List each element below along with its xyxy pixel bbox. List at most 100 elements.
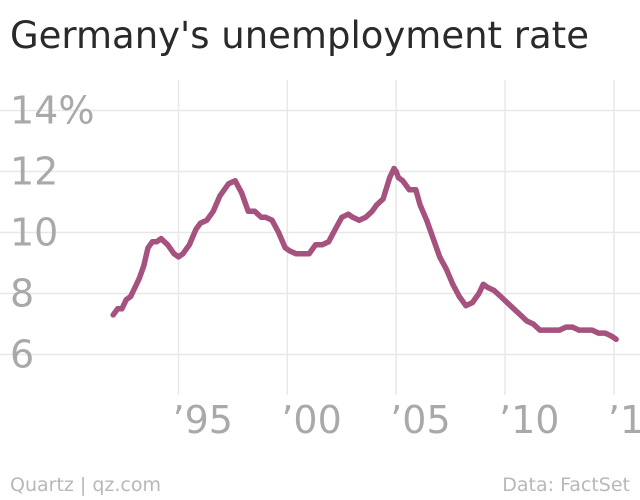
data-point (550, 327, 556, 333)
x-tick-label: ’10 (499, 398, 559, 442)
data-point (165, 242, 171, 248)
data-point (443, 266, 449, 272)
data-point (450, 281, 456, 287)
data-point (154, 239, 160, 245)
data-point (417, 202, 423, 208)
data-point (128, 293, 134, 300)
source-text: Data: FactSet (502, 474, 630, 496)
data-point (276, 229, 282, 236)
data-point (511, 306, 517, 312)
data-point (119, 306, 125, 312)
data-point (245, 208, 251, 214)
data-point (596, 330, 602, 336)
data-point (485, 284, 491, 290)
data-point (232, 178, 238, 184)
data-point (406, 187, 412, 193)
data-point (498, 293, 504, 300)
data-point (387, 175, 393, 181)
data-point (589, 327, 595, 333)
credit-text: Quartz | qz.com (10, 474, 162, 496)
data-point (197, 220, 203, 226)
data-point (180, 251, 186, 257)
data-point (286, 248, 293, 254)
data-point (326, 239, 332, 245)
data-point (556, 327, 563, 333)
y-tick-label: 8 (10, 272, 34, 316)
data-point (374, 202, 380, 208)
data-point (517, 312, 523, 318)
data-point (171, 251, 177, 257)
x-tick-label: ’15 (608, 398, 640, 442)
data-point (110, 312, 116, 318)
data-point (350, 214, 356, 220)
data-point (463, 303, 469, 309)
x-axis-tick-labels: ’95 ’00 ’05 ’10 ’15 (173, 398, 640, 442)
data-point (563, 324, 569, 330)
series-layer (110, 165, 619, 343)
data-point (123, 297, 129, 303)
data-point (300, 251, 306, 257)
data-point (282, 245, 288, 251)
data-point (141, 263, 147, 269)
x-tick-label: ’00 (281, 398, 341, 442)
data-point (395, 175, 401, 181)
data-point (576, 327, 582, 333)
data-point (524, 318, 530, 324)
data-point (530, 321, 536, 327)
y-tick-label: 10 (10, 211, 58, 255)
data-point (263, 214, 269, 220)
data-point (613, 336, 619, 342)
data-point (210, 208, 216, 214)
x-tick-label: ’05 (390, 398, 450, 442)
data-point (583, 327, 589, 333)
data-point (239, 190, 245, 196)
data-point (149, 239, 155, 245)
data-point (369, 208, 375, 214)
data-point (437, 254, 443, 260)
data-point (193, 226, 199, 232)
data-point (175, 254, 182, 260)
grid-lines (0, 80, 640, 395)
data-point (332, 226, 338, 232)
data-point (469, 300, 475, 306)
y-axis-tick-labels: 6 8 10 12 14% (10, 89, 94, 377)
chart-title: Germany's unemployment rate (10, 14, 589, 57)
data-point (345, 211, 351, 217)
data-point (204, 217, 210, 223)
y-tick-label: 12 (10, 150, 58, 194)
data-point (306, 251, 312, 257)
data-point (313, 242, 319, 248)
y-tick-label: 6 (10, 333, 34, 377)
data-point (424, 217, 430, 223)
data-point (363, 214, 369, 220)
x-tick-label: ’95 (173, 398, 233, 442)
data-point (491, 287, 497, 294)
data-point (221, 187, 227, 193)
data-point (319, 242, 325, 248)
data-point (217, 193, 223, 199)
data-point (339, 214, 345, 220)
data-point (158, 236, 164, 242)
data-point (476, 290, 482, 297)
data-point (186, 242, 192, 248)
data-point (537, 327, 543, 333)
data-point (393, 168, 399, 175)
data-point (602, 330, 608, 336)
data-point (456, 293, 462, 300)
data-point (115, 306, 121, 312)
data-point (269, 217, 275, 223)
data-point (136, 275, 142, 281)
data-point (480, 281, 486, 287)
data-point (132, 284, 138, 290)
data-point (504, 300, 510, 306)
data-point (430, 236, 436, 242)
data-point (380, 196, 386, 202)
data-point (293, 251, 299, 257)
data-point (145, 245, 151, 251)
series-line-unemployment (110, 165, 619, 343)
data-point (413, 187, 419, 193)
data-point (252, 208, 258, 214)
data-point (609, 333, 615, 339)
y-tick-label: 14% (10, 89, 94, 133)
